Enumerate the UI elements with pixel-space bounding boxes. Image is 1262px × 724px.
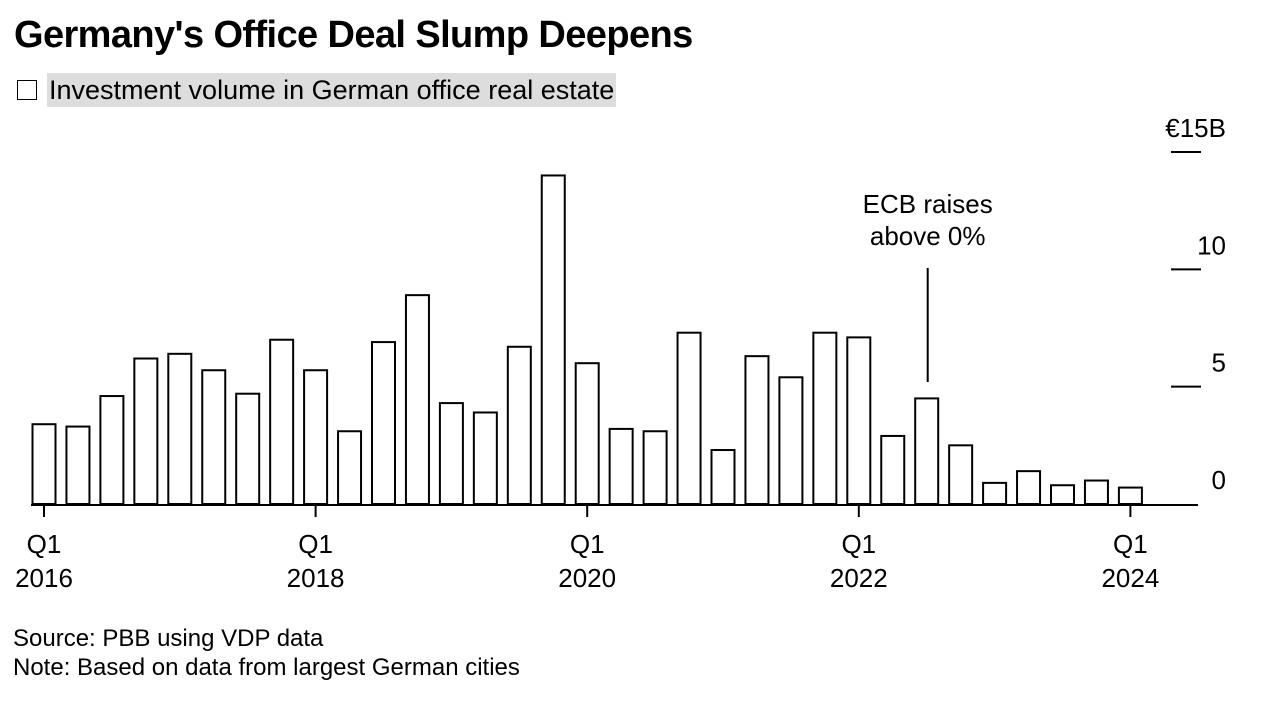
annotation-label: ECB raises <box>863 189 993 219</box>
bar <box>710 449 736 506</box>
x-tick-label-year: 2022 <box>830 563 888 593</box>
bar <box>744 355 770 505</box>
x-axis: Q1 2016 Q1 2018 Q1 2020 Q1 2022 Q1 2024 <box>15 504 1198 593</box>
y-tick-label: 5 <box>1212 348 1226 378</box>
x-tick-label-quarter: Q1 <box>27 529 62 559</box>
bar <box>303 369 329 505</box>
bar <box>574 362 600 506</box>
x-tick-label-year: 2020 <box>558 563 616 593</box>
bar <box>65 425 91 505</box>
bar <box>982 481 1008 506</box>
y-tick-label: 0 <box>1212 465 1226 495</box>
bar <box>337 430 363 505</box>
bar <box>371 341 396 505</box>
bar <box>812 331 838 505</box>
bar <box>133 357 159 505</box>
y-axis: 0 5 10 €15B <box>1165 113 1226 495</box>
bar <box>472 411 498 506</box>
bar <box>269 338 295 505</box>
bar <box>948 444 974 506</box>
x-tick-label-quarter: Q1 <box>1113 529 1148 559</box>
y-tick-label: 10 <box>1197 230 1226 260</box>
bar <box>676 331 702 505</box>
bar <box>1016 470 1042 505</box>
legend: Investment volume in German office real … <box>17 73 617 107</box>
legend-swatch-icon <box>17 80 37 100</box>
x-tick-label-year: 2024 <box>1101 563 1159 593</box>
bar <box>31 423 57 506</box>
bar <box>438 402 464 505</box>
bar <box>880 434 906 505</box>
x-tick-label-quarter: Q1 <box>841 529 876 559</box>
x-tick-label-quarter: Q1 <box>570 529 605 559</box>
x-tick-label-quarter: Q1 <box>298 529 333 559</box>
bar <box>167 352 193 505</box>
annotation-label: above 0% <box>870 221 986 251</box>
chart-title: Germany's Office Deal Slump Deepens <box>14 14 693 56</box>
bar <box>404 294 430 505</box>
y-tick-label: €15B <box>1165 113 1226 143</box>
legend-label: Investment volume in German office real … <box>47 73 617 107</box>
bar <box>608 427 634 506</box>
bar <box>778 376 804 505</box>
source-note: Source: PBB using VDP data <box>13 625 324 652</box>
bar <box>1050 484 1075 505</box>
bar <box>235 392 261 505</box>
bar <box>99 395 125 506</box>
chart-footer: Source: PBB using VDP data Note: Based o… <box>13 624 520 682</box>
bar <box>540 174 566 505</box>
bar <box>642 430 668 505</box>
bar <box>1083 479 1109 505</box>
x-tick-label-year: 2018 <box>287 563 345 593</box>
bar <box>506 345 532 506</box>
bar <box>1117 486 1143 505</box>
x-tick-label-year: 2016 <box>15 563 73 593</box>
methodology-note: Note: Based on data from largest German … <box>13 654 520 681</box>
bar <box>846 336 872 505</box>
bars <box>31 174 1143 506</box>
bar <box>914 397 940 505</box>
bar <box>201 369 227 505</box>
